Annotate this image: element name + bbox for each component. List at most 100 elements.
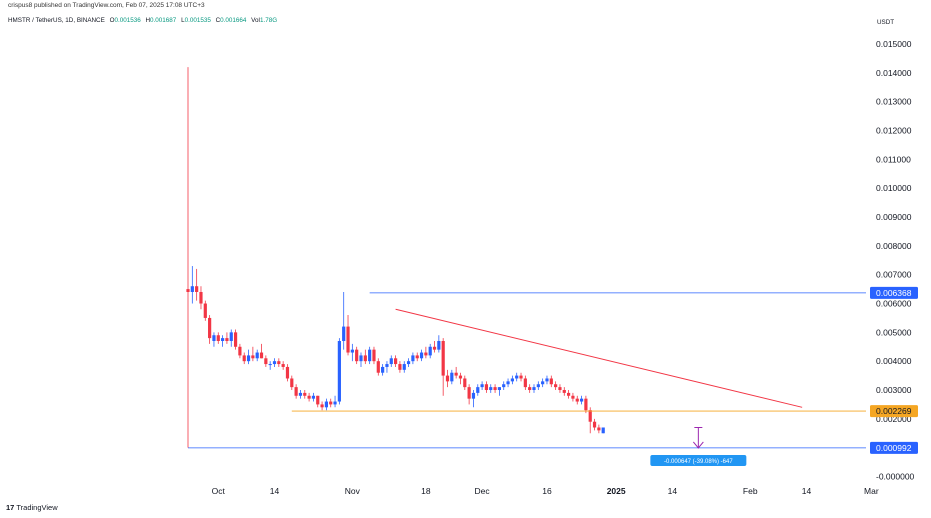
time-tick: 18: [421, 486, 431, 496]
volume-value: 1.78G: [259, 17, 278, 24]
candle-body: [203, 303, 207, 318]
candle-body: [272, 361, 277, 365]
candle-body: [450, 372, 454, 382]
time-tick: 16: [542, 486, 552, 496]
candle-body: [597, 427, 601, 431]
candle-body: [471, 392, 476, 399]
drawings-layer: -0.000647 (-39.08%) -647: [188, 292, 866, 466]
candle-body: [406, 361, 411, 365]
candle-body: [307, 395, 311, 399]
candle-body: [519, 375, 523, 379]
close-value: 0.001664: [220, 17, 247, 24]
candle-body: [567, 392, 571, 396]
price-tick: 0.003000: [876, 385, 912, 395]
candle-body: [255, 352, 259, 359]
candle-body: [298, 392, 303, 396]
candle-body: [389, 358, 393, 365]
candle-body: [549, 378, 553, 385]
currency-label[interactable]: USDT: [877, 19, 895, 26]
candle-body: [381, 366, 385, 373]
candle-body: [355, 349, 359, 362]
price-tick: 0.010000: [876, 183, 912, 193]
price-tick: 0.007000: [876, 270, 912, 280]
candle-body: [588, 410, 592, 422]
candle-body: [558, 387, 562, 391]
price-axis[interactable]: 0.015000 0.014000 0.013000 0.012000 0.011000…: [870, 39, 918, 482]
candle-body: [480, 384, 484, 388]
candle-body: [441, 340, 445, 376]
candle-body: [372, 349, 376, 362]
candle-body: [584, 398, 588, 411]
publisher-note: crispus8 published on TradingView.com, F…: [8, 2, 205, 9]
time-tick: 14: [270, 486, 280, 496]
open-value: 0.001536: [114, 17, 141, 24]
symbol-name[interactable]: HMSTR / TetherUS, 1D, BINANCE: [8, 17, 105, 24]
candle-body: [346, 326, 350, 353]
candle-body: [476, 387, 480, 393]
tradingview-brand[interactable]: 17 TradingView: [6, 503, 58, 512]
support-price-tag-bg: [870, 405, 918, 418]
candle-body: [290, 378, 294, 388]
candle-body: [268, 364, 272, 366]
candle-body: [225, 338, 229, 341]
candle-body: [398, 364, 402, 370]
candle-body: [337, 340, 341, 402]
time-axis[interactable]: Oct 14 Nov 18 Dec 16 2025 14 Feb 14 Mar: [212, 486, 879, 496]
measure-label: -0.000647 (-39.08%) -647: [664, 459, 733, 465]
candle-body: [528, 387, 532, 391]
price-tick: 0.004000: [876, 356, 912, 366]
candle-body: [554, 384, 558, 388]
time-tick: 2025: [607, 486, 626, 496]
candle-body: [212, 335, 216, 341]
candle-body: [333, 401, 337, 405]
candle-body: [285, 366, 290, 379]
low-label: L: [181, 17, 185, 24]
candle-body: [506, 381, 510, 385]
candle-body: [532, 387, 536, 391]
candle-body: [510, 378, 514, 382]
candle-body: [394, 358, 398, 365]
resistance-trendline: [395, 308, 803, 408]
price-tick: 0.008000: [876, 241, 912, 251]
candle-body: [523, 378, 527, 388]
candle-body: [238, 346, 242, 356]
time-tick: Mar: [864, 486, 879, 496]
candle-body: [489, 387, 493, 391]
price-tick: 0.012000: [876, 126, 912, 136]
candle-body: [363, 355, 367, 362]
candle-body: [428, 346, 432, 356]
candle-body: [536, 384, 540, 388]
candle-body: [419, 352, 424, 359]
candle-body: [458, 375, 463, 379]
candle-body: [484, 384, 489, 391]
candle-body: [229, 332, 233, 341]
time-tick: Oct: [212, 486, 226, 496]
candle-body: [320, 404, 324, 408]
candle-body: [311, 395, 316, 399]
candle-body: [246, 355, 251, 362]
open-label: O: [109, 17, 115, 24]
time-tick: 14: [802, 486, 812, 496]
candle-body: [216, 335, 220, 341]
hline-price-tag-1-bg: [870, 441, 918, 454]
candle-body: [545, 378, 549, 382]
candle-body: [368, 349, 372, 362]
candle-body: [294, 387, 298, 396]
candle-body: [562, 390, 566, 393]
support-price-tag: 0.002269: [876, 406, 912, 416]
time-tick: Nov: [345, 486, 361, 496]
time-tick: Dec: [475, 486, 491, 496]
candle-body: [324, 401, 328, 408]
candles-layer: [186, 67, 605, 448]
candle-body: [493, 387, 497, 391]
candle-body: [463, 378, 467, 388]
candle-body: [402, 364, 406, 370]
high-label: H: [145, 17, 151, 24]
price-tick: 0.005000: [876, 327, 912, 337]
candle-body: [467, 387, 471, 399]
candle-body: [221, 338, 225, 341]
candle-body: [264, 358, 268, 365]
candle-body: [424, 352, 428, 356]
time-tick: Feb: [743, 486, 758, 496]
